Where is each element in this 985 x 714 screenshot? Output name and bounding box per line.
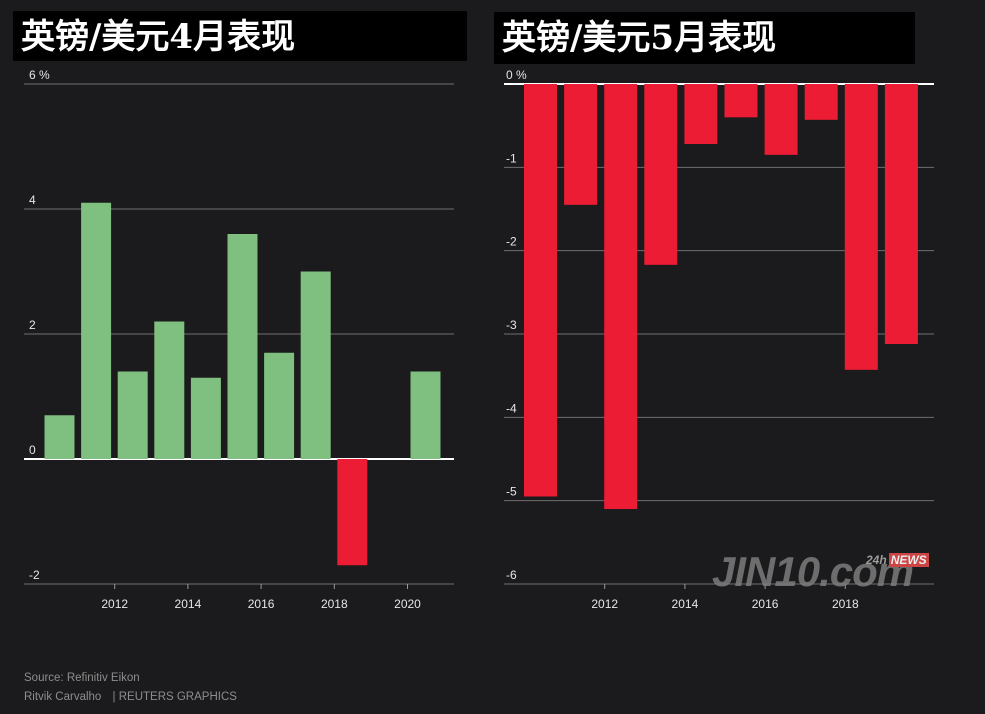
bar-2012 <box>604 84 638 509</box>
y-tick-label: -2 <box>29 568 40 582</box>
x-tick-label: 2014 <box>175 597 202 611</box>
y-tick-label: 2 <box>29 318 36 332</box>
y-tick-label: 0 % <box>506 68 527 82</box>
y-tick-label: 4 <box>29 193 36 207</box>
source-note: Source: Refinitiv Eikon <box>24 672 140 684</box>
watermark-logo: JIN10.com <box>712 548 914 595</box>
y-tick-label: 0 <box>29 443 36 457</box>
y-tick-label: -4 <box>506 401 517 415</box>
bar-2016 <box>264 352 295 459</box>
bar-2013 <box>154 321 185 459</box>
x-tick-label: 2012 <box>101 597 128 611</box>
bar-2017 <box>804 84 838 120</box>
bar-2010 <box>524 84 557 497</box>
x-tick-label: 2020 <box>394 597 421 611</box>
watermark-news-tag: 24h NEWS <box>866 553 929 567</box>
bar-2011 <box>81 202 112 459</box>
bar-2019 <box>884 84 918 344</box>
watermark-24h: 24h <box>866 553 887 567</box>
bar-2016 <box>764 84 798 155</box>
chart1-title: 英镑/美元4月表现 <box>13 11 467 61</box>
y-tick-label: -5 <box>506 485 517 499</box>
bar-2018 <box>337 459 368 566</box>
y-tick-label: 6 % <box>29 68 50 82</box>
bar-2013 <box>644 84 678 265</box>
author-name: Ritvik Carvalho <box>24 691 102 703</box>
x-tick-label: 2016 <box>248 597 275 611</box>
y-tick-label: -1 <box>506 151 517 165</box>
bar-2020 <box>410 371 441 459</box>
bar-2012 <box>117 371 148 459</box>
bar-2015 <box>724 84 758 118</box>
x-tick-label: 2018 <box>321 597 348 611</box>
agency-name: | REUTERS GRAPHICS <box>112 691 237 703</box>
credit-line: Ritvik Carvalho | REUTERS GRAPHICS <box>24 691 237 703</box>
watermark-news: NEWS <box>888 553 929 567</box>
bar-2015 <box>227 234 258 459</box>
y-tick-label: -2 <box>506 235 517 249</box>
bar-2011 <box>564 84 598 205</box>
bar-2017 <box>300 271 331 459</box>
bar-2014 <box>684 84 718 144</box>
bar-2014 <box>190 377 221 459</box>
x-tick-label: 2014 <box>672 597 699 611</box>
bar-2010 <box>44 415 75 459</box>
bar-2018 <box>844 84 878 370</box>
x-tick-label: 2012 <box>591 597 618 611</box>
y-tick-label: -3 <box>506 318 517 332</box>
x-tick-label: 2016 <box>752 597 779 611</box>
x-tick-label: 2018 <box>832 597 859 611</box>
y-tick-label: -6 <box>506 568 517 582</box>
chart2-title: 英镑/美元5月表现 <box>494 12 915 64</box>
